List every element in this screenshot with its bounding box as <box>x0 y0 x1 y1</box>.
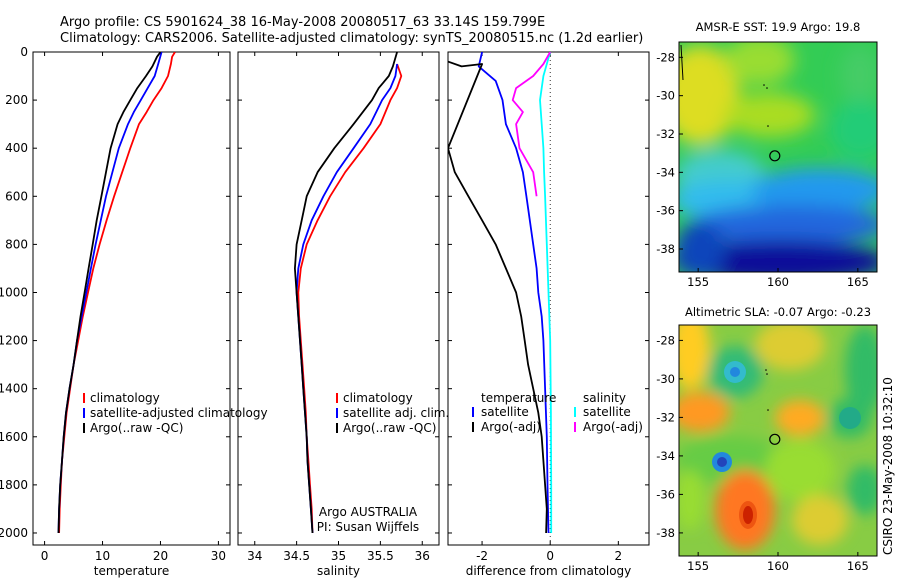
depth-tick-label: 1800 <box>0 478 28 492</box>
map-lat-tick-label: -34 <box>656 449 675 463</box>
map-lon-tick-label: 155 <box>687 275 709 289</box>
salinity-legend-label: climatology <box>343 391 413 405</box>
sst-map-axes: 155 160 165 -28 -30 -32 -34 -36 -38 <box>656 50 869 289</box>
temperature-series-line-1 <box>57 52 163 534</box>
difference-xtick-label: -2 <box>476 549 488 563</box>
sla-field <box>679 325 877 556</box>
difference-legend-label: satellite <box>481 405 529 419</box>
map-lon-tick-label: 160 <box>767 275 789 289</box>
depth-tick-label: 1400 <box>0 382 28 396</box>
temperature-series-line-2 <box>57 52 162 534</box>
salinity-annotation-line: PI: Susan Wijffels <box>317 520 419 534</box>
difference-legend-label: Argo(-adj) <box>583 420 643 434</box>
salinity-xlabel: salinity <box>317 564 360 578</box>
temperature-xlabel: temperature <box>94 564 169 578</box>
map-lat-tick-label: -36 <box>656 204 675 218</box>
side-timestamp-label: CSIRO 23-May-2008 10:32:10 <box>881 377 895 555</box>
salinity-annotation-line: Argo AUSTRALIA <box>319 505 418 519</box>
map-lon-tick-label: 160 <box>767 559 789 573</box>
map-lat-tick-label: -30 <box>656 372 675 386</box>
sst-field <box>679 42 877 272</box>
salinity-xtick-label: 36 <box>415 549 430 563</box>
difference-series-line-0 <box>477 52 550 534</box>
depth-tick-label: 800 <box>5 237 28 251</box>
temperature-axes-frame <box>32 51 231 546</box>
salinity-legend-label: satellite adj. clim. <box>343 406 449 420</box>
difference-axes-frame <box>447 51 650 546</box>
salinity-profile-panel: 34 34.5 35 35.5 36 salinity climatologysatelli… <box>237 51 449 578</box>
map-lat-tick-label: -38 <box>656 242 675 256</box>
temperature-legend-label: satellite-adjusted climatology <box>90 406 268 420</box>
difference-series-line-1 <box>448 60 548 534</box>
map-lat-tick-label: -34 <box>656 165 675 179</box>
map-lat-tick-label: -32 <box>656 410 675 424</box>
salinity-legend-label: Argo(..raw -QC) <box>343 421 436 435</box>
map-lat-tick-label: -28 <box>656 50 675 64</box>
temperature-xtick-label: 20 <box>153 549 168 563</box>
temperature-xtick-label: 30 <box>211 549 226 563</box>
depth-tick-label: 2000 <box>0 526 28 540</box>
map-lat-tick-label: -32 <box>656 127 675 141</box>
salinity-series-line-0 <box>297 63 403 534</box>
depth-tick-label: 200 <box>5 93 28 107</box>
temperature-xtick-label: 0 <box>41 549 49 563</box>
sla-map-title: Altimetric SLA: -0.07 Argo: -0.23 <box>685 305 871 319</box>
temperature-legend-label: climatology <box>90 391 160 405</box>
map-lat-tick-label: -28 <box>656 333 675 347</box>
sst-map-panel: AMSR-E SST: 19.9 Argo: 19.8 <box>656 20 878 289</box>
map-lon-tick-label: 155 <box>687 559 709 573</box>
sst-map-title: AMSR-E SST: 19.9 Argo: 19.8 <box>696 20 861 34</box>
map-lat-tick-label: -30 <box>656 89 675 103</box>
map-lat-tick-label: -38 <box>656 526 675 540</box>
salinity-series-line-1 <box>295 63 398 534</box>
sst-argo-position-marker <box>769 150 781 162</box>
temperature-legend-label: Argo(..raw -QC) <box>90 421 183 435</box>
difference-legend-label: salinity <box>583 391 626 405</box>
depth-tick-label: 600 <box>5 189 28 203</box>
map-lon-tick-label: 165 <box>847 275 869 289</box>
difference-series-line-2 <box>539 52 553 533</box>
salinity-axes-frame <box>237 51 440 546</box>
depth-tick-label: 1000 <box>0 285 28 299</box>
salinity-xtick-label: 35.5 <box>367 549 394 563</box>
depth-tick-label: 400 <box>5 141 28 155</box>
salinity-series-line-2 <box>294 52 398 534</box>
depth-tick-label: 1600 <box>0 430 28 444</box>
difference-xtick-label: 2 <box>615 549 623 563</box>
depth-tick-label: 1200 <box>0 334 28 348</box>
salinity-xtick-label: 34.5 <box>283 549 310 563</box>
depth-tick-label: 0 <box>20 45 28 59</box>
difference-legend-label: Argo(-adj) <box>481 420 541 434</box>
temperature-profile-panel: 0 10 20 30 0 200 400 600 800 1000 1200 1400 1600 1800… <box>0 45 268 578</box>
difference-xtick-label: 0 <box>546 549 554 563</box>
difference-legend-label: satellite <box>583 405 631 419</box>
salinity-xtick-label: 34 <box>247 549 262 563</box>
sla-map-panel: Altimetric SLA: -0.07 Argo: -0.23 <box>656 305 878 573</box>
difference-legend-label: temperature <box>481 391 556 405</box>
map-lon-tick-label: 165 <box>847 559 869 573</box>
salinity-xtick-label: 35 <box>331 549 346 563</box>
temperature-xtick-label: 10 <box>95 549 110 563</box>
sla-map-axes: 155 160 165 -28 -30 -32 -34 -36 -38 <box>656 333 869 573</box>
figure-title-line2: Climatology: CARS2006. Satellite-adjuste… <box>60 31 643 46</box>
sla-argo-position-marker <box>769 433 781 445</box>
difference-xlabel: difference from climatology <box>466 564 632 578</box>
difference-series-line-3 <box>511 52 551 197</box>
figure-title-line1: Argo profile: CS 5901624_38 16-May-2008 … <box>60 15 545 30</box>
map-lat-tick-label: -36 <box>656 487 675 501</box>
